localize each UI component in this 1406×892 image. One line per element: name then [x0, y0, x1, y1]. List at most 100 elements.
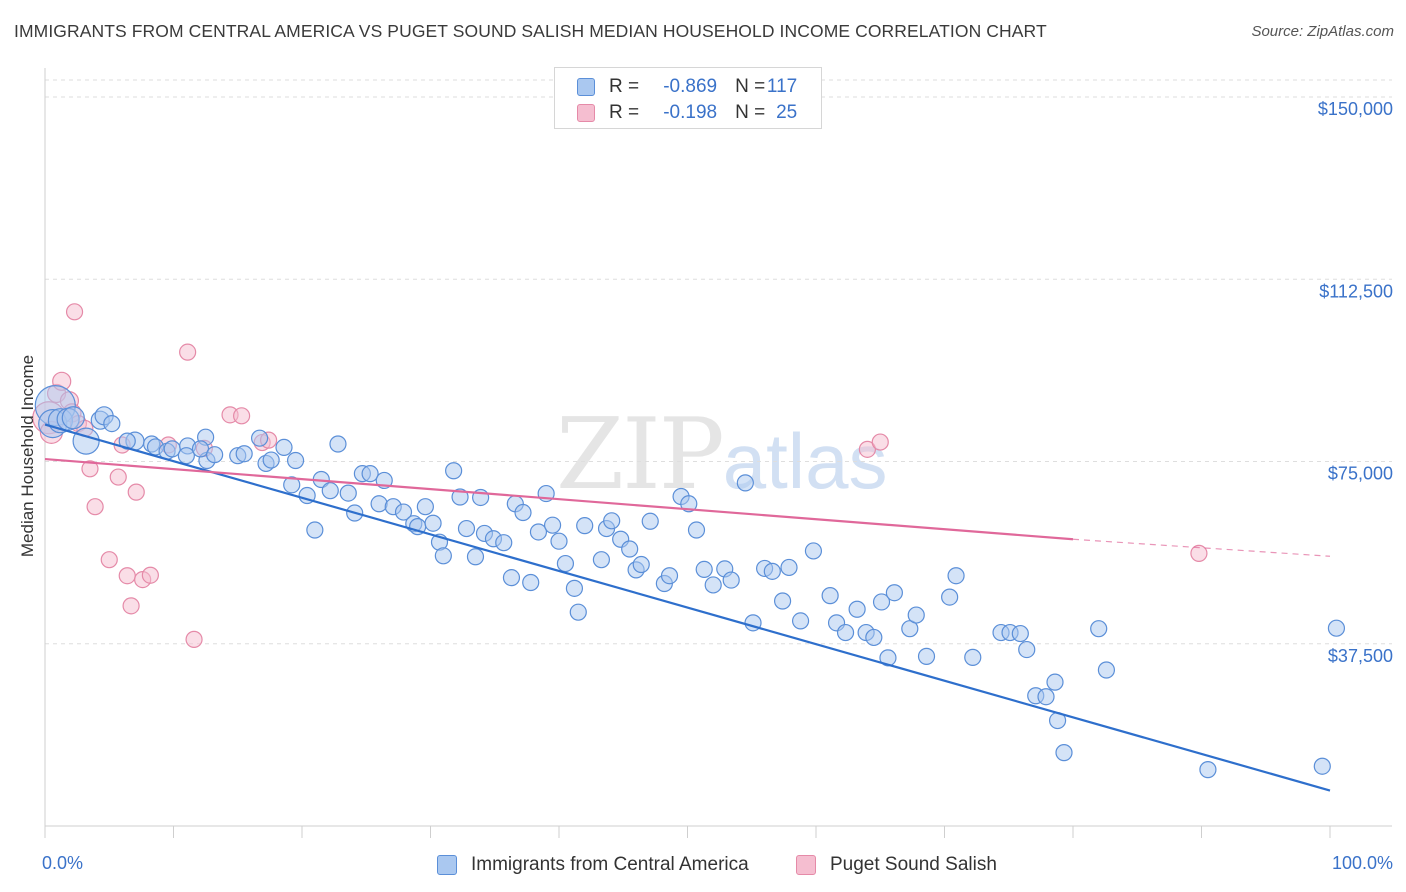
- x-tick-label-max: 100.0%: [1331, 853, 1393, 873]
- data-point-central-america: [275, 438, 293, 457]
- n-label: N =: [735, 102, 766, 123]
- y-tick-label: $75,000: [1328, 464, 1393, 484]
- series-central-america: [34, 385, 1346, 779]
- r-label: R =: [609, 102, 640, 123]
- y-axis-label: Median Household Income: [18, 354, 37, 558]
- data-point-puget-sound-salish: [122, 597, 140, 615]
- data-point-central-america: [879, 649, 897, 667]
- data-point-central-america: [61, 406, 85, 430]
- data-point-central-america: [1055, 744, 1073, 762]
- legend-row-puget-sound-salish: R = -0.198 N = 25: [577, 101, 797, 125]
- source-label: Source: ZipAtlas.com: [1251, 23, 1394, 40]
- data-point-central-america: [321, 482, 339, 500]
- y-tick-label: $112,500: [1319, 281, 1393, 301]
- data-point-central-america: [1327, 619, 1346, 637]
- data-point-central-america: [791, 612, 810, 630]
- data-point-central-america: [1090, 620, 1108, 638]
- pink-swatch: [796, 855, 816, 875]
- data-point-puget-sound-salish: [233, 407, 251, 425]
- data-point-central-america: [550, 532, 568, 550]
- data-point-central-america: [370, 495, 388, 513]
- data-point-central-america: [457, 519, 476, 538]
- trend-lines: [44, 423, 1331, 792]
- data-point-central-america: [361, 465, 379, 483]
- data-point-central-america: [1011, 624, 1029, 643]
- data-point-puget-sound-salish: [65, 303, 84, 321]
- data-point-puget-sound-salish: [100, 551, 118, 569]
- x-tick-label-min: 0.0%: [42, 853, 84, 873]
- data-point-central-america: [941, 588, 959, 606]
- data-point-central-america: [1037, 688, 1055, 706]
- legend-item-puget-sound-salish[interactable]: Puget Sound Salish: [796, 852, 997, 878]
- legend-item-central-america[interactable]: Immigrants from Central America: [437, 852, 749, 878]
- trend-line-central-america: [44, 423, 1331, 792]
- data-point-central-america: [736, 474, 754, 492]
- data-point-central-america: [556, 554, 575, 573]
- watermark-atlas: atlas: [722, 417, 888, 505]
- data-point-central-america: [1097, 661, 1116, 679]
- data-point-central-america: [339, 484, 357, 502]
- data-point-central-america: [687, 521, 706, 539]
- data-point-central-america: [964, 648, 982, 666]
- data-point-central-america: [502, 569, 521, 587]
- n-value: 117: [766, 76, 798, 97]
- data-point-puget-sound-salish: [141, 566, 159, 584]
- n-value: 25: [776, 102, 798, 123]
- data-point-central-america: [495, 534, 513, 552]
- data-point-central-america: [603, 512, 621, 530]
- data-point-central-america: [445, 462, 463, 480]
- n-label: N =: [735, 76, 766, 97]
- data-point-central-america: [1313, 757, 1331, 775]
- data-point-central-america: [865, 628, 883, 647]
- data-point-central-america: [695, 560, 713, 578]
- y-tick-label: $37,500: [1328, 646, 1393, 666]
- trend-line-puget-sound-salish-extension: [1072, 538, 1331, 557]
- data-point-central-america: [250, 429, 269, 447]
- y-tick-labels: $37,500 $75,000 $112,500 $150,000: [1318, 99, 1393, 666]
- data-point-central-america: [632, 555, 650, 574]
- data-point-central-america: [836, 623, 855, 642]
- data-point-puget-sound-salish: [858, 440, 877, 458]
- legend-label: Puget Sound Salish: [830, 854, 997, 875]
- data-point-puget-sound-salish: [81, 460, 99, 478]
- data-point-central-america: [804, 542, 823, 560]
- data-point-central-america: [283, 476, 301, 494]
- data-point-central-america: [917, 647, 936, 665]
- data-point-central-america: [780, 558, 798, 577]
- data-point-central-america: [543, 516, 562, 534]
- legend-label: Immigrants from Central America: [471, 854, 749, 875]
- data-point-central-america: [641, 512, 659, 530]
- data-point-central-america: [704, 576, 722, 594]
- series-puget-sound-salish: [32, 303, 1208, 648]
- data-point-central-america: [569, 603, 587, 621]
- chart-title: IMMIGRANTS FROM CENTRAL AMERICA VS PUGET…: [14, 21, 1047, 41]
- data-point-central-america: [514, 503, 532, 522]
- data-point-central-america: [1018, 640, 1036, 659]
- y-tick-label: $150,000: [1318, 99, 1393, 119]
- trend-line-puget-sound-salish: [44, 457, 1074, 541]
- data-point-central-america: [907, 606, 925, 624]
- data-point-central-america: [235, 445, 253, 463]
- data-point-central-america: [722, 571, 740, 589]
- data-point-central-america: [434, 547, 452, 565]
- data-point-central-america: [565, 579, 584, 597]
- r-value: -0.869: [663, 76, 718, 97]
- r-value: -0.198: [663, 102, 718, 123]
- data-point-central-america: [885, 584, 903, 602]
- data-point-central-america: [329, 435, 347, 453]
- data-point-puget-sound-salish: [109, 468, 127, 486]
- data-point-central-america: [763, 562, 781, 580]
- data-point-central-america: [306, 521, 324, 539]
- data-point-central-america: [660, 567, 679, 585]
- data-point-central-america: [206, 446, 224, 464]
- data-point-central-america: [1199, 761, 1217, 779]
- blue-swatch: [437, 855, 457, 875]
- data-point-central-america: [1046, 673, 1064, 691]
- data-point-central-america: [947, 567, 965, 585]
- data-point-central-america: [72, 427, 100, 455]
- correlation-legend: R = -0.869 N = 117 R = -0.198 N = 25: [554, 67, 822, 129]
- legend-row-central-america: R = -0.869 N = 117: [577, 75, 797, 99]
- data-point-puget-sound-salish: [127, 483, 145, 501]
- data-point-central-america: [394, 503, 413, 521]
